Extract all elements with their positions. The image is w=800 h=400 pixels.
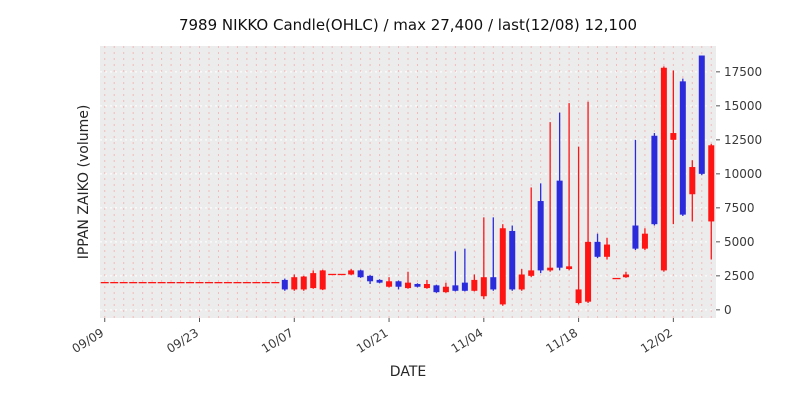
svg-text:12500: 12500 (724, 133, 762, 147)
svg-text:10/07: 10/07 (259, 326, 296, 356)
svg-text:11/04: 11/04 (449, 326, 486, 356)
x-axis-label: DATE (389, 364, 427, 380)
svg-text:17500: 17500 (724, 65, 762, 79)
svg-text:10000: 10000 (724, 167, 762, 181)
y-axis-label: IPPAN ZAIKO (volume) (76, 104, 92, 260)
svg-text:2500: 2500 (724, 269, 755, 283)
svg-text:12/02: 12/02 (638, 326, 675, 356)
svg-text:09/23: 09/23 (164, 326, 201, 356)
svg-text:10/21: 10/21 (354, 326, 391, 356)
svg-text:0: 0 (724, 303, 732, 317)
svg-text:09/09: 09/09 (70, 326, 107, 356)
chart-title: 7989 NIKKO Candle(OHLC) / max 27,400 / l… (178, 16, 638, 34)
svg-text:11/18: 11/18 (543, 326, 580, 356)
svg-text:7500: 7500 (724, 201, 755, 215)
svg-text:5000: 5000 (724, 235, 755, 249)
svg-text:15000: 15000 (724, 99, 762, 113)
